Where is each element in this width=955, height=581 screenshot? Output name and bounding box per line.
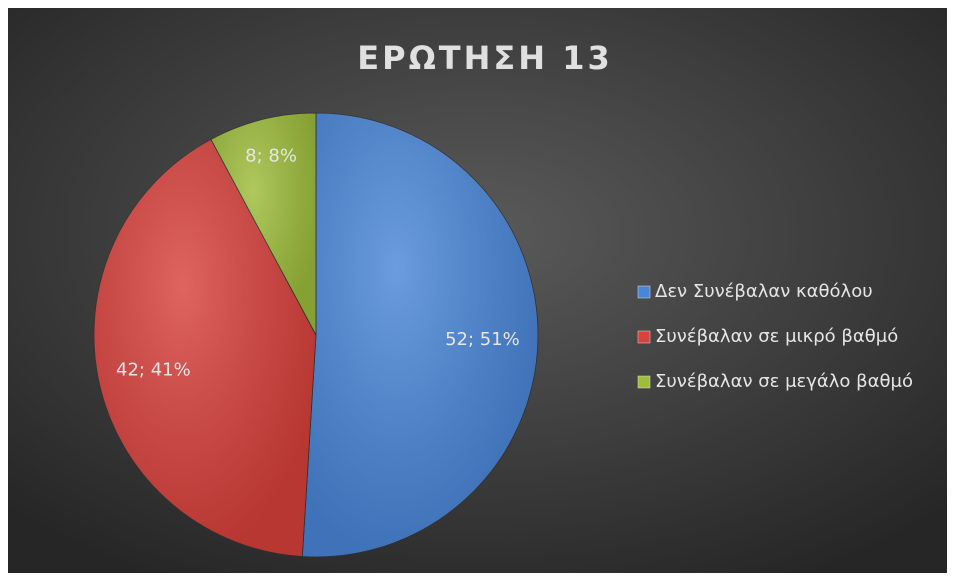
chart-title: ΕΡΩΤΗΣΗ 13 — [357, 39, 612, 77]
legend-swatch — [637, 285, 651, 299]
legend-label: Συνέβαλαν σε μεγάλο βαθμό — [655, 371, 913, 392]
legend-label: Συνέβαλαν σε μικρό βαθμό — [655, 326, 898, 347]
data-label: 42; 41% — [116, 360, 191, 381]
legend-swatch — [637, 375, 651, 389]
data-label: 8; 8% — [245, 145, 297, 166]
legend-label: Δεν Συνέβαλαν καθόλου — [655, 281, 873, 302]
legend-swatch — [637, 330, 651, 344]
data-label: 52; 51% — [445, 329, 520, 350]
